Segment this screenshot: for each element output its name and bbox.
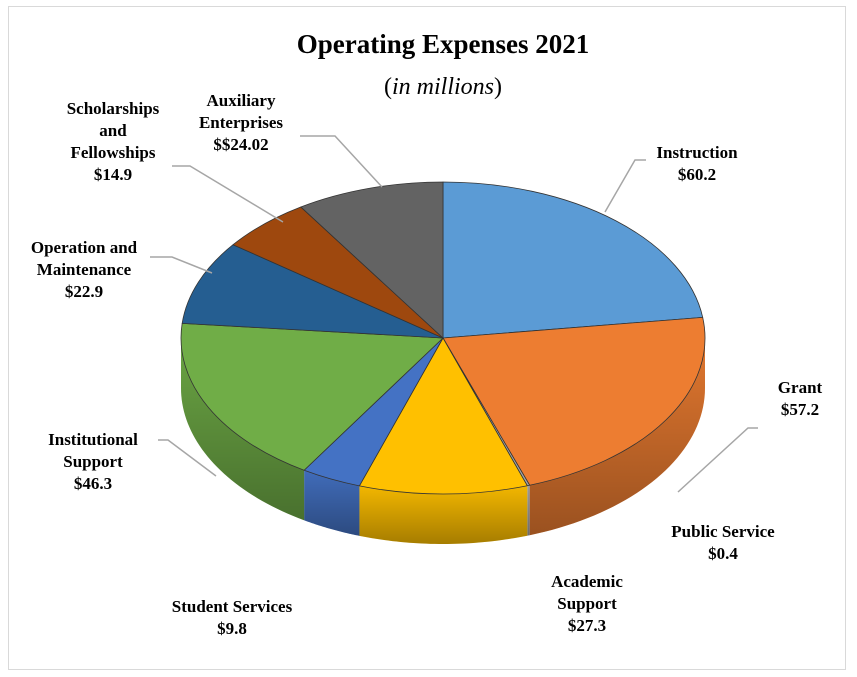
data-label-instruction: Instruction $60.2 [656,143,738,184]
pie-side-shade-student-services [304,470,360,536]
data-label-student-services: Student Services $9.8 [172,597,293,638]
data-label-academic-support: Academic Support $27.3 [551,572,623,635]
leader-line-scholarships-and-fellowships [172,165,284,223]
leader-line-grant [677,427,758,493]
pie-side-shade-institutional-support [181,338,305,521]
pie-sides [181,338,705,544]
pie-side-shade-public-service [527,485,530,536]
pie-slice-instruction [442,181,704,339]
data-label-grant: Grant $57.2 [778,378,823,419]
leader-lines [150,135,758,493]
leader-line-institutional-support [158,439,217,477]
pie-slice-operation-and-maintenance [181,244,444,339]
data-labels: Instruction $60.2 Grant $57.2 Public Service… [31,91,823,638]
pie-side-shade-grant [529,338,705,536]
pie-slice-academic-support [359,337,528,495]
leader-line-instruction [604,159,646,213]
data-label-public-service: Public Service $0.4 [671,522,775,563]
pie-slice-grant [442,316,706,486]
data-label-auxiliary-enterprises: Auxiliary Enterprises $$24.02 [199,91,283,154]
data-label-scholarships-and-fellowships: Scholarships and Fellowships $14.9 [67,99,160,184]
pie-side-shade-academic-support [359,485,528,544]
chart-title: Operating Expenses 2021 [297,29,590,59]
pie-slice-institutional-support [180,322,444,471]
chart-subtitle: (in millions) [384,74,502,100]
data-label-operation-and-maintenance: Operation and Maintenance $22.9 [31,238,138,301]
leader-line-operation-and-maintenance [150,256,213,274]
leader-line-auxiliary-enterprises [300,135,383,188]
data-label-institutional-support: Institutional Support $46.3 [48,430,138,493]
pie-slice-auxiliary-enterprises [300,181,444,339]
pie-slices [180,181,706,495]
